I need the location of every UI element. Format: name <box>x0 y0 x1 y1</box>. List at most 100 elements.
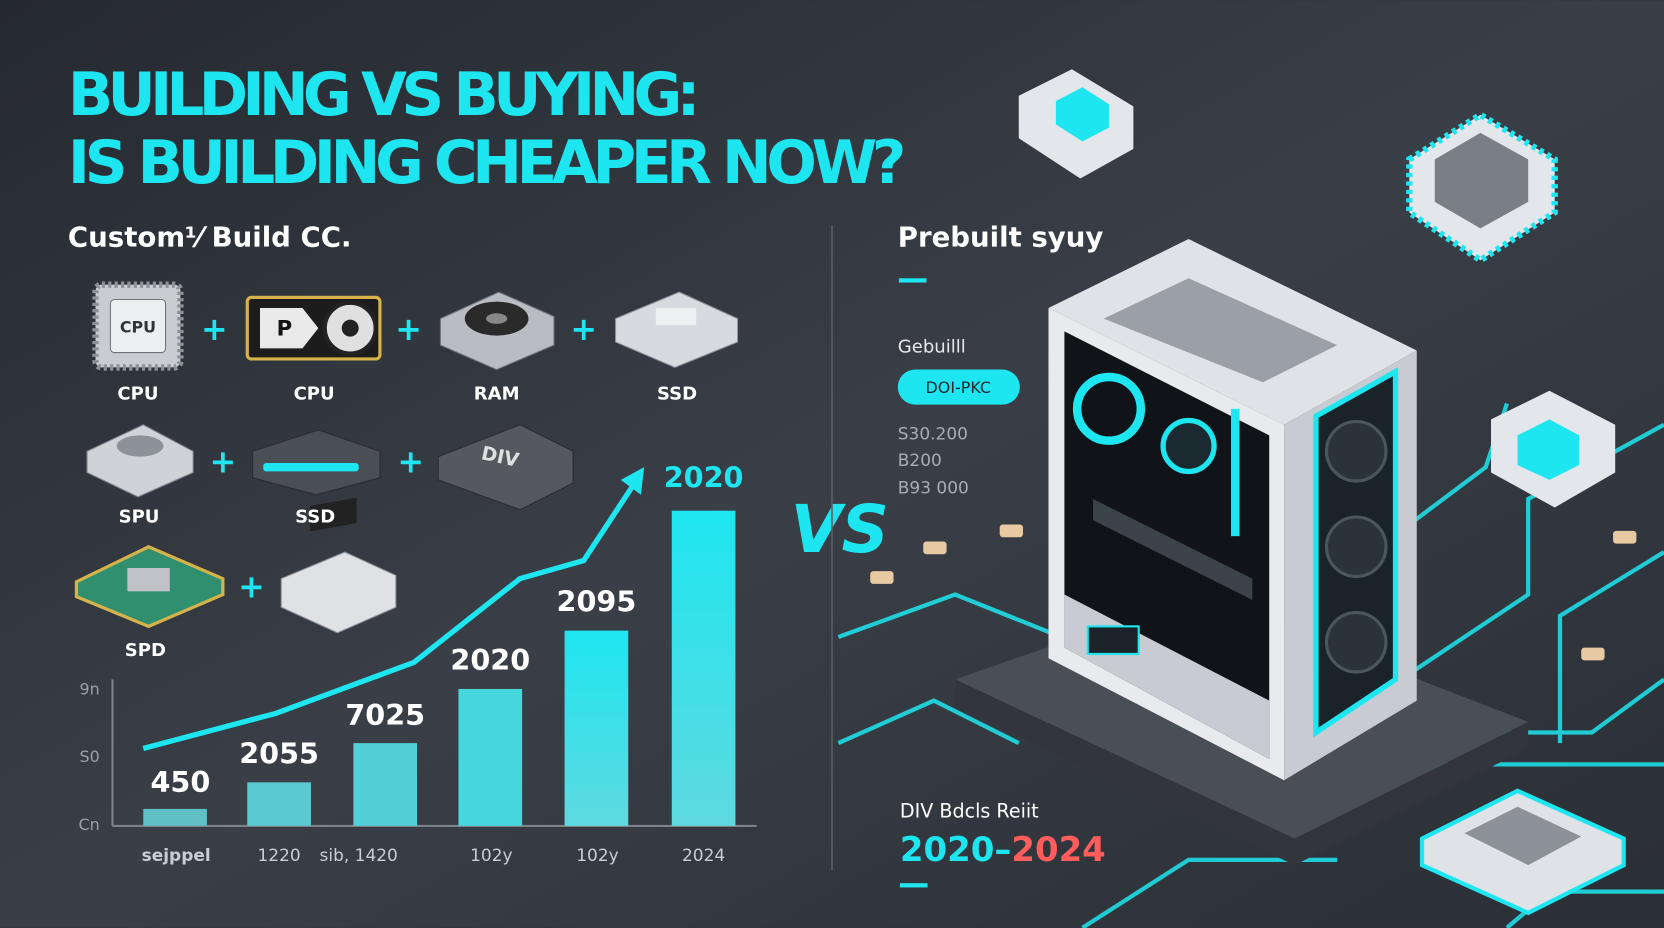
ssd-icon-part <box>614 291 739 369</box>
price: S30.200 <box>898 425 968 445</box>
bars-part <box>143 808 207 826</box>
floating-chip <box>1419 788 1626 916</box>
floating-chip-part <box>1434 132 1529 229</box>
platform <box>955 679 1529 866</box>
plus: + <box>238 568 265 606</box>
part-label: RAM <box>474 383 520 404</box>
circuit-traces-part <box>1557 550 1664 744</box>
x-label: 102y <box>470 846 512 866</box>
floating-chip <box>1018 69 1134 179</box>
title-line: IS BUILDING CHEAPER NOW? <box>68 129 906 198</box>
circuit-pads-part <box>999 524 1024 538</box>
bars-part <box>458 688 523 826</box>
cpu-icon: CPU <box>92 281 184 371</box>
x-label: 102y <box>576 846 618 866</box>
psu-icon-part <box>309 497 357 532</box>
bars-part <box>671 510 736 826</box>
circuit-pads-part <box>923 541 947 555</box>
bar-label: 2055 <box>239 736 319 770</box>
section-heading: Prebuilt syuy <box>898 220 1104 253</box>
plus: + <box>395 310 422 348</box>
part-label: SPD <box>125 640 166 661</box>
bars-part <box>353 743 418 826</box>
year-end: 2024 <box>1011 830 1105 870</box>
pc-case-part <box>1103 278 1338 383</box>
section-heading: Custom⅟ Build CC. <box>68 220 352 253</box>
psu-icon-part <box>280 551 397 634</box>
part-label: SSD <box>657 383 697 404</box>
bars <box>143 510 736 826</box>
vs-label: VS <box>791 491 889 568</box>
part-label: SSD <box>295 506 335 527</box>
circuit-pads-part <box>870 571 894 584</box>
accent-dash <box>899 883 928 888</box>
ssd-icon-part <box>263 462 359 472</box>
floating-chip-part <box>1055 87 1109 142</box>
pill-button-label: DOI-PKC <box>926 378 991 397</box>
footer-label: DIV Bdcls Reiit <box>900 799 1039 822</box>
accent-dash <box>898 278 927 283</box>
circuit-traces-part <box>837 592 1063 639</box>
circuit-pads-part <box>1581 647 1605 661</box>
ram-icon-part <box>486 313 508 324</box>
pc-case-part <box>1324 515 1388 579</box>
ssd-icon-part <box>252 429 381 496</box>
bar-label: 450 <box>151 765 211 799</box>
x-label: 2024 <box>682 846 725 866</box>
x-label: 1220 <box>258 846 301 866</box>
part-label: CPU <box>117 383 158 404</box>
pc-case <box>1048 239 1417 781</box>
part-label: CPU <box>294 383 335 404</box>
spd-chip-icon <box>74 545 225 629</box>
pc-case-part <box>1072 372 1146 445</box>
trend-line <box>142 481 637 751</box>
subheading: Gebuilll <box>898 337 966 358</box>
spu-icon <box>86 424 194 498</box>
icon-text: P <box>277 317 293 342</box>
plus: + <box>201 310 228 348</box>
bar-label: 2095 <box>557 585 637 619</box>
price: B200 <box>898 451 942 471</box>
ssd-icon <box>614 291 739 369</box>
bar-label: 7025 <box>345 698 425 732</box>
pc-case-part <box>1086 625 1140 656</box>
x-label: sejppel <box>142 846 211 866</box>
bar-label: 2020 <box>450 643 530 677</box>
year-start: 2020– <box>900 830 1011 870</box>
cpu-icon-part <box>109 298 167 354</box>
bar-label: 2020 <box>664 460 744 494</box>
pc-case-part <box>1231 408 1240 537</box>
price: B93 000 <box>898 479 969 499</box>
gpu-icon-part <box>260 308 319 349</box>
pc-case-part <box>1324 419 1388 483</box>
y-label: S0 <box>80 747 100 766</box>
trend-arrow <box>620 467 645 495</box>
circuit-pads <box>870 524 1637 661</box>
plus: + <box>397 442 424 480</box>
bars-part <box>564 630 629 826</box>
diy-box-icon: DIV <box>437 424 574 511</box>
pill-button <box>897 369 1020 405</box>
gpu-icon-part <box>341 319 359 337</box>
bars-part <box>247 782 311 826</box>
pc-case-part <box>1093 499 1253 600</box>
x-label: sib, 1420 <box>320 846 398 866</box>
title-line: BUILDING VS BUYING: <box>68 61 700 130</box>
y-label: 9n <box>80 679 100 698</box>
year-range: 2020–2024 <box>900 830 1106 870</box>
ssd-icon <box>252 429 381 496</box>
spu-icon-part <box>116 435 164 457</box>
plus: + <box>210 442 237 480</box>
pc-case-part <box>1324 610 1388 674</box>
circuit-pads-part <box>1613 530 1637 544</box>
spu-icon-part <box>86 424 194 498</box>
floating-chip <box>1406 111 1558 265</box>
psu-icon <box>280 497 397 634</box>
diy-box-icon-part <box>437 424 574 511</box>
part-label: SPU <box>119 506 160 527</box>
floating-chip <box>1491 390 1616 508</box>
plus: + <box>570 310 597 348</box>
icon-text: CPU <box>120 317 156 336</box>
ssd-icon-part <box>655 308 697 325</box>
